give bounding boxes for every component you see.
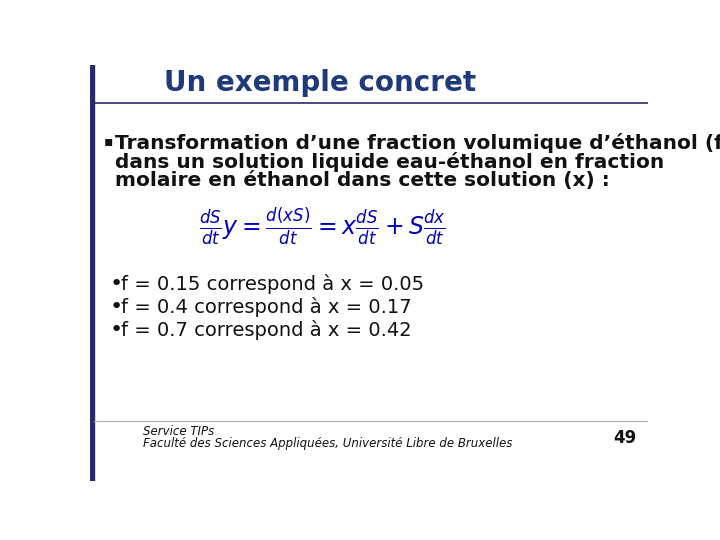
Text: molaire en éthanol dans cette solution (x) :: molaire en éthanol dans cette solution (… — [114, 171, 610, 190]
Text: •: • — [109, 298, 122, 318]
Text: •: • — [109, 274, 122, 294]
Text: ▪: ▪ — [104, 134, 113, 148]
Text: f = 0.15 correspond à x = 0.05: f = 0.15 correspond à x = 0.05 — [121, 274, 424, 294]
Text: Un exemple concret: Un exemple concret — [163, 69, 476, 97]
Text: f = 0.7 correspond à x = 0.42: f = 0.7 correspond à x = 0.42 — [121, 320, 412, 340]
Text: Service TIPs: Service TIPs — [143, 425, 214, 438]
Text: 49: 49 — [613, 429, 636, 447]
Text: Transformation d’une fraction volumique d’éthanol (f): Transformation d’une fraction volumique … — [114, 132, 720, 153]
Text: dans un solution liquide eau-éthanol en fraction: dans un solution liquide eau-éthanol en … — [114, 152, 664, 172]
Text: •: • — [109, 320, 122, 340]
Text: Faculté des Sciences Appliquées, Université Libre de Bruxelles: Faculté des Sciences Appliquées, Univers… — [143, 437, 512, 450]
Text: $\mathit{\frac{dS}{dt}}y = \mathit{\frac{d(xS)}{dt}} = x\mathit{\frac{dS}{dt}} +: $\mathit{\frac{dS}{dt}}y = \mathit{\frac… — [199, 205, 446, 247]
Text: f = 0.4 correspond à x = 0.17: f = 0.4 correspond à x = 0.17 — [121, 298, 412, 318]
Bar — [90, 65, 94, 481]
